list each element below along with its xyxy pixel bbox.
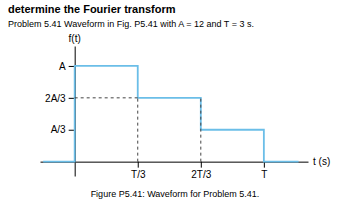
x-tick-mark [264, 162, 265, 168]
x-tick-label: T/3 [131, 169, 146, 180]
x-tick-label: 2T/3 [191, 169, 211, 180]
y-axis-title: f(t) [69, 33, 81, 44]
y-tick-label: 2A/3 [45, 93, 66, 104]
y-axis: A/3 2A/3 A [45, 47, 75, 177]
chart: determine the Fourier transform Problem 5… [0, 0, 350, 202]
y-tick: A [59, 61, 75, 72]
y-tick-label: A/3 [51, 124, 66, 135]
y-tick: A/3 [51, 124, 75, 135]
dashed-line [75, 97, 138, 98]
x-axis: T/3 2T/3 T [41, 162, 309, 180]
dashed-line [137, 98, 138, 162]
x-tick: 2T/3 [191, 162, 211, 180]
x-tick: T/3 [131, 162, 146, 180]
x-axis-title: t (s) [313, 156, 330, 167]
title: determine the Fourier transform [8, 3, 176, 15]
x-tick-mark [138, 162, 139, 168]
plot-area [43, 66, 298, 162]
x-tick-mark [201, 162, 202, 168]
waveform-line [43, 66, 298, 162]
dashed-line [200, 98, 201, 162]
y-tick: 2A/3 [45, 93, 75, 104]
y-tick-label: A [59, 61, 66, 72]
subtitle: Problem 5.41 Waveform in Fig. P5.41 with… [8, 19, 254, 29]
x-tick: T [261, 162, 267, 180]
caption: Figure P5.41: Waveform for Problem 5.41. [91, 189, 260, 199]
x-tick-label: T [261, 169, 267, 180]
